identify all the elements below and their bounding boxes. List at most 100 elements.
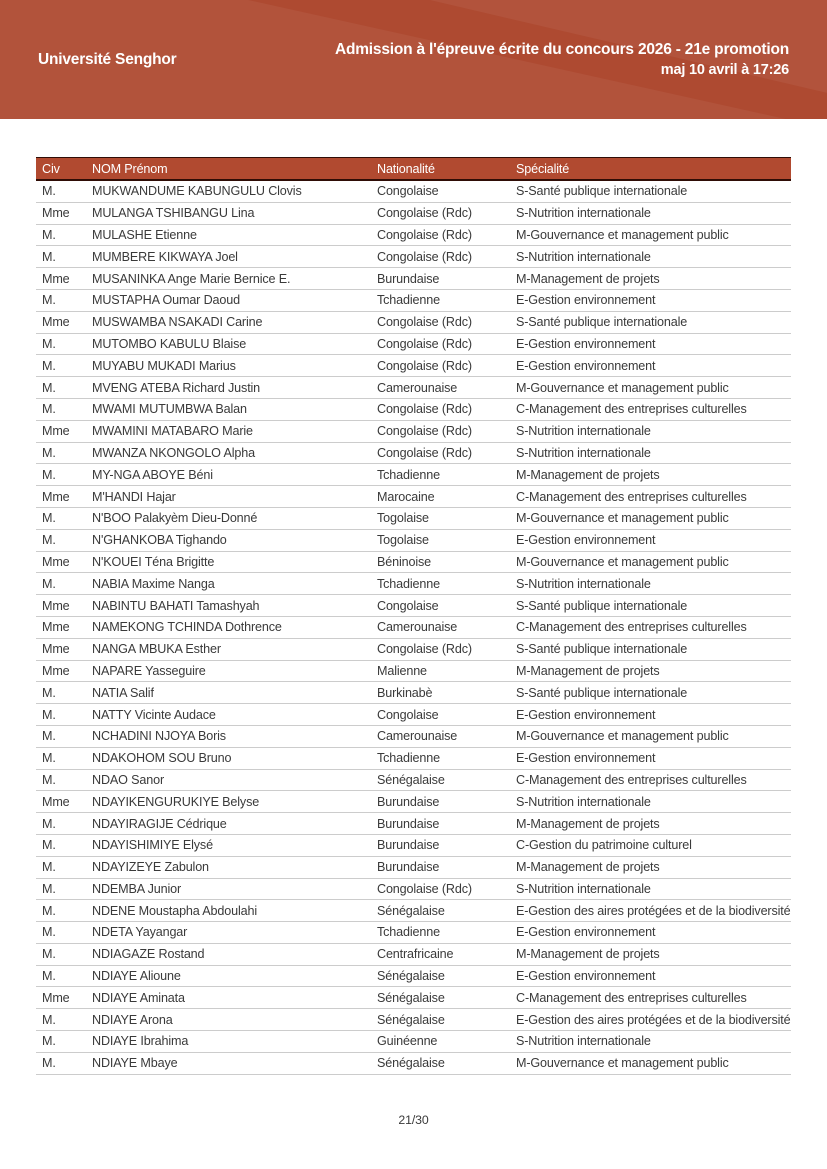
table-header-row: Civ NOM Prénom Nationalité Spécialité: [36, 157, 791, 181]
cell-nationality: Congolaise (Rdc): [377, 420, 516, 443]
cell-civ: M.: [36, 529, 92, 552]
cell-nationality: Sénégalaise: [377, 986, 516, 1010]
table-row: M. NDIAYE Arona Sénégalaise E-Gestion des a…: [36, 1008, 791, 1032]
cell-name: N'GHANKOBA Tighando: [92, 529, 377, 552]
cell-nationality: Tchadienne: [377, 289, 516, 312]
cell-name: NDAYIKENGURUKIYE Belyse: [92, 790, 377, 814]
cell-civ: Mme: [36, 420, 92, 443]
cell-specialty: C-Management des entreprises culturelles: [516, 485, 791, 508]
cell-civ: M.: [36, 572, 92, 596]
cell-nationality: Camerounaise: [377, 725, 516, 748]
cell-specialty: S-Santé publique internationale: [516, 180, 791, 203]
cell-nationality: Congolaise (Rdc): [377, 442, 516, 465]
cell-specialty: S-Nutrition internationale: [516, 790, 791, 814]
table-row: M. NDAYISHIMIYE Elysé Burundaise C-Gestion …: [36, 834, 791, 857]
cell-nationality: Tchadienne: [377, 921, 516, 944]
cell-civ: M.: [36, 463, 92, 487]
cell-civ: M.: [36, 354, 92, 378]
cell-name: NATTY Vicinte Audace: [92, 703, 377, 726]
cell-specialty: M-Management de projets: [516, 812, 791, 835]
cell-specialty: S-Nutrition internationale: [516, 1030, 791, 1053]
cell-name: N'BOO Palakyèm Dieu-Donné: [92, 507, 377, 530]
cell-name: MVENG ATEBA Richard Justin: [92, 376, 377, 399]
table-row: M. NABIA Maxime Nanga Tchadienne S-Nutritio…: [36, 572, 791, 596]
table-header: Civ NOM Prénom Nationalité Spécialité: [36, 157, 791, 181]
cell-civ: Mme: [36, 638, 92, 661]
cell-name: NDAKOHOM SOU Bruno: [92, 747, 377, 770]
cell-nationality: Congolaise: [377, 594, 516, 617]
cell-civ: Mme: [36, 202, 92, 225]
cell-nationality: Burundaise: [377, 812, 516, 835]
cell-name: MWANZA NKONGOLO Alpha: [92, 442, 377, 465]
table-row: M. MUYABU MUKADI Marius Congolaise (Rdc) E-…: [36, 354, 791, 378]
cell-name: NDEMBA Junior: [92, 878, 377, 901]
column-header-specialty: Spécialité: [516, 157, 791, 181]
cell-nationality: Sénégalaise: [377, 965, 516, 988]
cell-name: NATIA Salif: [92, 681, 377, 705]
cell-civ: Mme: [36, 986, 92, 1010]
cell-nationality: Togolaise: [377, 529, 516, 552]
cell-nationality: Sénégalaise: [377, 1052, 516, 1075]
cell-specialty: S-Nutrition internationale: [516, 572, 791, 596]
cell-specialty: E-Gestion environnement: [516, 333, 791, 356]
table-row: M. MULASHE Etienne Congolaise (Rdc) M-Gouve…: [36, 224, 791, 247]
cell-name: MWAMINI MATABARO Marie: [92, 420, 377, 443]
page-header-banner: Université Senghor Admission à l'épreuve…: [0, 0, 827, 119]
cell-specialty: M-Gouvernance et management public: [516, 507, 791, 530]
cell-name: MUTOMBO KABULU Blaise: [92, 333, 377, 356]
table-row: M. MUKWANDUME KABUNGULU Clovis Congolaise S…: [36, 180, 791, 203]
cell-nationality: Congolaise (Rdc): [377, 224, 516, 247]
cell-nationality: Burundaise: [377, 267, 516, 290]
table-row: M. N'GHANKOBA Tighando Togolaise E-Gestion …: [36, 529, 791, 552]
cell-civ: M.: [36, 289, 92, 312]
cell-name: NDIAYE Alioune: [92, 965, 377, 988]
cell-specialty: S-Nutrition internationale: [516, 202, 791, 225]
cell-specialty: E-Gestion environnement: [516, 921, 791, 944]
cell-specialty: S-Santé publique internationale: [516, 638, 791, 661]
cell-nationality: Congolaise (Rdc): [377, 202, 516, 225]
cell-specialty: S-Nutrition internationale: [516, 420, 791, 443]
cell-nationality: Burundaise: [377, 856, 516, 879]
cell-nationality: Congolaise (Rdc): [377, 311, 516, 334]
table-row: M. NDIAYE Alioune Sénégalaise E-Gestion env…: [36, 965, 791, 988]
cell-name: MUKWANDUME KABUNGULU Clovis: [92, 180, 377, 203]
cell-nationality: Béninoise: [377, 551, 516, 574]
cell-civ: M.: [36, 442, 92, 465]
table-row: Mme N'KOUEI Téna Brigitte Béninoise M-Gouve…: [36, 551, 791, 574]
cell-civ: M.: [36, 681, 92, 705]
cell-specialty: S-Nutrition internationale: [516, 245, 791, 269]
cell-specialty: S-Santé publique internationale: [516, 311, 791, 334]
column-header-name: NOM Prénom: [92, 157, 377, 181]
cell-nationality: Burkinabè: [377, 681, 516, 705]
table-row: M. NDENE Moustapha Abdoulahi Sénégalaise E-…: [36, 899, 791, 923]
cell-nationality: Congolaise (Rdc): [377, 333, 516, 356]
cell-name: NDIAYE Ibrahima: [92, 1030, 377, 1053]
column-header-civ: Civ: [36, 157, 92, 181]
cell-nationality: Guinéenne: [377, 1030, 516, 1053]
cell-nationality: Congolaise (Rdc): [377, 638, 516, 661]
cell-specialty: M-Management de projets: [516, 463, 791, 487]
cell-name: MY-NGA ABOYE Béni: [92, 463, 377, 487]
cell-name: N'KOUEI Téna Brigitte: [92, 551, 377, 574]
table-row: M. MWANZA NKONGOLO Alpha Congolaise (Rdc) S…: [36, 442, 791, 465]
cell-nationality: Burundaise: [377, 834, 516, 857]
cell-specialty: E-Gestion des aires protégées et de la b…: [516, 1008, 791, 1032]
cell-name: NDAYISHIMIYE Elysé: [92, 834, 377, 857]
cell-civ: M.: [36, 224, 92, 247]
table-row: M. NDIAYE Ibrahima Guinéenne S-Nutrition in…: [36, 1030, 791, 1053]
cell-civ: M.: [36, 507, 92, 530]
cell-nationality: Burundaise: [377, 790, 516, 814]
cell-name: MWAMI MUTUMBWA Balan: [92, 398, 377, 421]
cell-specialty: C-Management des entreprises culturelles: [516, 769, 791, 792]
table-row: Mme MUSWAMBA NSAKADI Carine Congolaise (Rd…: [36, 311, 791, 334]
cell-name: M'HANDI Hajar: [92, 485, 377, 508]
cell-specialty: E-Gestion environnement: [516, 289, 791, 312]
table-row: Mme NAPARE Yasseguire Malienne M-Management…: [36, 660, 791, 683]
cell-civ: M.: [36, 703, 92, 726]
cell-specialty: M-Management de projets: [516, 943, 791, 966]
table-row: M. NCHADINI NJOYA Boris Camerounaise M-Gouv…: [36, 725, 791, 748]
cell-name: NDIAYE Aminata: [92, 986, 377, 1010]
cell-civ: Mme: [36, 660, 92, 683]
cell-civ: M.: [36, 333, 92, 356]
